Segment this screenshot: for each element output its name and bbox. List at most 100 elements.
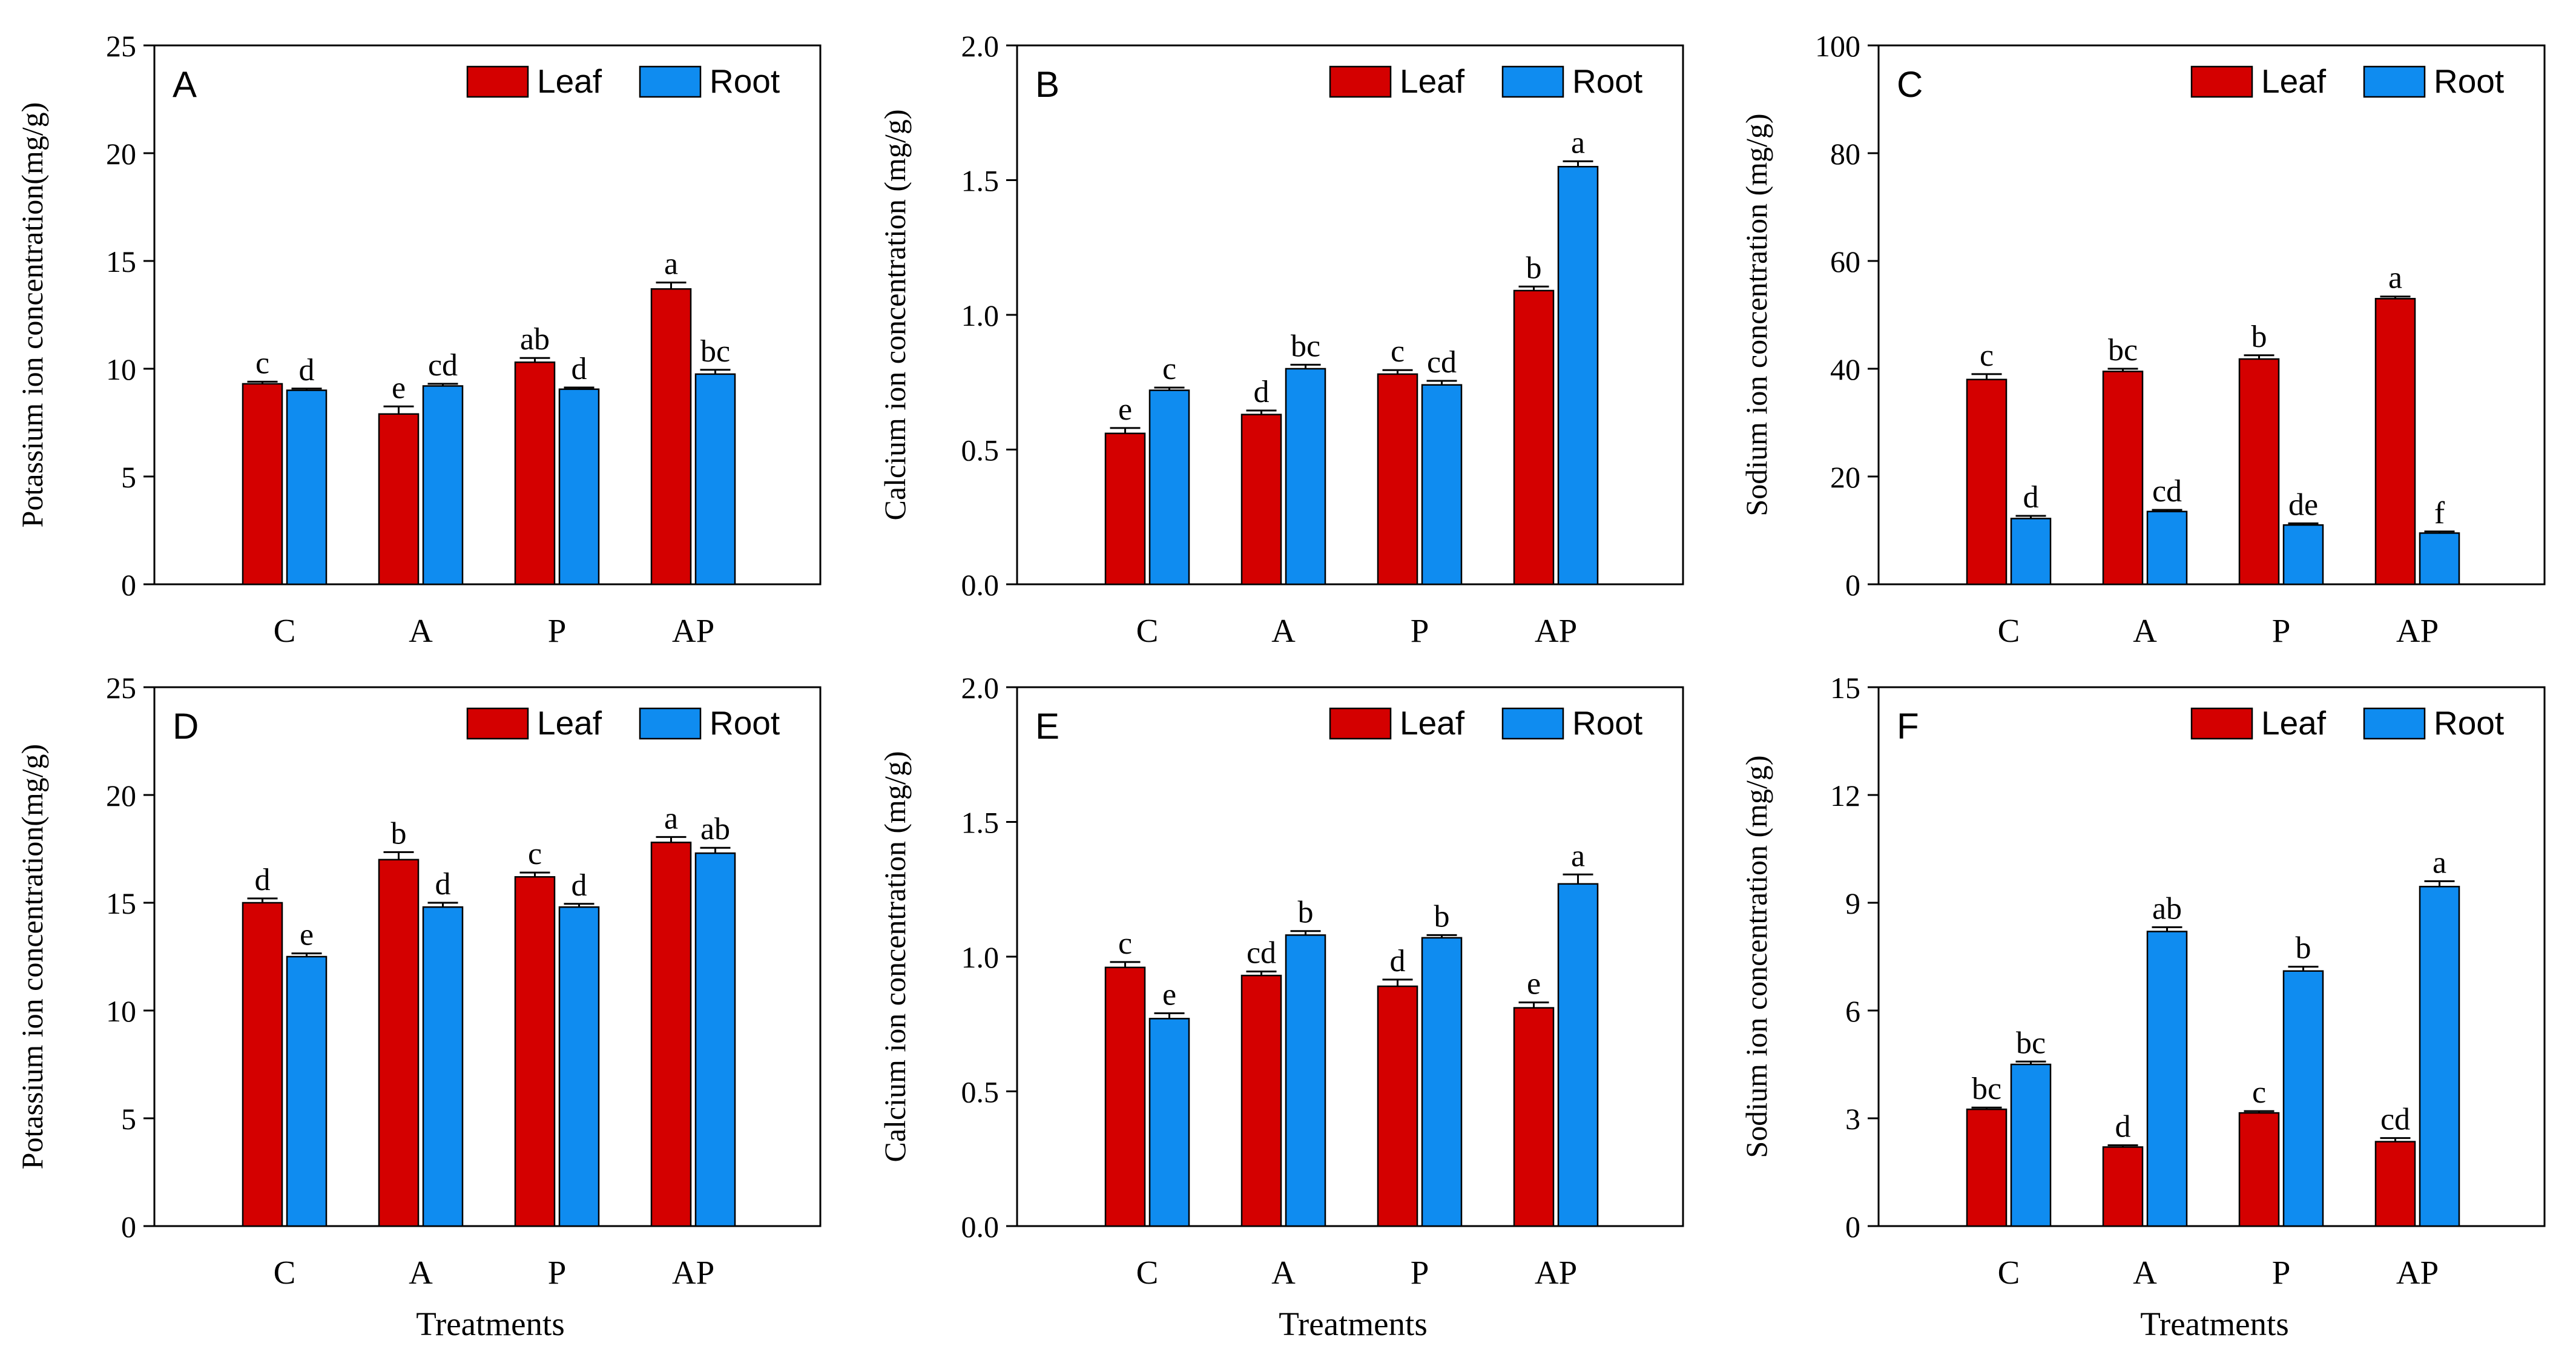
significance-letter: cd — [2380, 1103, 2410, 1137]
bar-root-P — [2282, 524, 2324, 585]
x-tick-label: P — [548, 1254, 567, 1291]
x-tick-label: A — [409, 612, 433, 649]
y-tick-label: 5 — [121, 1102, 136, 1136]
bar-leaf-C — [1104, 966, 1146, 1227]
legend: Leaf Root — [2190, 704, 2504, 742]
x-tick-label: AP — [672, 1254, 714, 1291]
x-tick-label: P — [2272, 612, 2291, 649]
significance-letter: cd — [428, 348, 458, 383]
bar-leaf-P — [514, 361, 556, 585]
significance-letter: b — [1298, 895, 1314, 930]
legend-label-root: Root — [1572, 704, 1642, 742]
legend-swatch-root — [1501, 707, 1564, 740]
x-tick-label: C — [1998, 1254, 2020, 1291]
bar-root-AP — [1557, 883, 1599, 1227]
panel-letter: D — [173, 706, 199, 747]
bar-root-A — [422, 906, 464, 1227]
bar-root-C — [286, 955, 328, 1227]
legend: Leaf Root — [1329, 62, 1642, 100]
plot-frame — [153, 44, 822, 585]
bar-root-C — [286, 389, 328, 585]
bar-root-AP — [2419, 886, 2460, 1227]
bar-leaf-AP — [1513, 1007, 1555, 1227]
legend-swatch-leaf — [2190, 65, 2253, 98]
panel-letter: E — [1035, 706, 1059, 747]
legend-swatch-root — [639, 65, 702, 98]
bar-root-AP — [694, 852, 736, 1227]
y-tick-label: 0.0 — [961, 568, 1000, 602]
significance-letter: a — [664, 801, 678, 836]
y-tick-label: 0 — [1845, 1210, 1860, 1244]
panel-letter: F — [1897, 706, 1919, 747]
x-tick-label: C — [1136, 612, 1159, 649]
y-tick-label: 1.0 — [961, 940, 1000, 974]
significance-letter: e — [1118, 392, 1132, 427]
significance-letter: d — [299, 353, 315, 388]
y-tick-label: 15 — [106, 245, 136, 279]
y-tick-label: 0 — [121, 568, 136, 602]
panel-letter: A — [173, 64, 197, 105]
legend-label-leaf: Leaf — [2261, 704, 2327, 742]
bar-leaf-C — [242, 902, 283, 1227]
significance-letter: a — [1571, 839, 1585, 873]
legend: Leaf Root — [1329, 704, 1642, 742]
y-axis-label: Calcium ion concentration (mg/g) — [878, 751, 912, 1163]
significance-letter: cd — [1427, 345, 1457, 380]
significance-letter: bc — [1291, 329, 1320, 363]
x-tick-label: A — [2133, 612, 2157, 649]
y-tick-label: 5 — [121, 460, 136, 494]
y-axis-label: Calcium ion concentration (mg/g) — [878, 110, 912, 521]
legend-swatch-leaf — [466, 65, 529, 98]
bar-leaf-C — [1104, 432, 1146, 585]
y-tick-label: 10 — [106, 994, 136, 1028]
significance-letter: d — [572, 868, 587, 903]
x-tick-label: P — [548, 612, 567, 649]
bar-leaf-AP — [650, 842, 692, 1227]
significance-letter: e — [1162, 977, 1176, 1012]
plot-frame — [1877, 686, 2546, 1227]
bar-root-C — [2010, 1063, 2052, 1227]
significance-letter: bc — [2016, 1026, 2046, 1060]
significance-letter: ab — [2152, 891, 2182, 926]
x-tick-label: A — [1271, 612, 1296, 649]
legend-label-root: Root — [2434, 704, 2504, 742]
legend: Leaf Root — [466, 62, 780, 100]
bar-root-C — [1148, 389, 1190, 585]
significance-letter: b — [1526, 251, 1542, 285]
x-tick-label: AP — [672, 612, 714, 649]
bar-leaf-C — [242, 383, 283, 585]
significance-letter: bc — [1972, 1072, 2001, 1106]
legend-label-leaf: Leaf — [1400, 704, 1465, 742]
plot-frame — [153, 686, 822, 1227]
legend-label-leaf: Leaf — [537, 704, 602, 742]
significance-letter: c — [255, 346, 269, 380]
y-tick-label: 2.0 — [961, 671, 1000, 705]
significance-letter: e — [1527, 967, 1541, 1001]
significance-letter: b — [2252, 320, 2267, 354]
legend: Leaf Root — [2190, 62, 2504, 100]
x-tick-label: P — [2272, 1254, 2291, 1291]
y-tick-label: 9 — [1845, 886, 1860, 920]
y-tick-label: 0.5 — [961, 434, 1000, 467]
bar-root-P — [1421, 384, 1463, 585]
y-tick-label: 0.5 — [961, 1075, 1000, 1109]
significance-letter: d — [572, 352, 587, 386]
bar-leaf-P — [514, 876, 556, 1227]
bar-leaf-AP — [1513, 289, 1555, 585]
x-tick-label: C — [274, 1254, 296, 1291]
significance-letter: c — [528, 837, 542, 871]
x-axis-label: Treatments — [1279, 1305, 1427, 1342]
y-tick-label: 1.5 — [961, 806, 1000, 840]
legend-swatch-leaf — [1329, 707, 1392, 740]
significance-letter: d — [435, 867, 451, 902]
y-tick-label: 15 — [106, 886, 136, 920]
significance-letter: e — [392, 371, 406, 405]
significance-letter: b — [2296, 931, 2311, 966]
legend-label-leaf: Leaf — [1400, 62, 1465, 100]
y-axis-label: Potassium ion concentration(mg/g) — [15, 102, 49, 528]
x-tick-label: P — [1411, 1254, 1429, 1291]
significance-letter: de — [2288, 487, 2318, 522]
significance-letter: d — [1390, 944, 1406, 978]
bar-leaf-AP — [2374, 298, 2416, 585]
